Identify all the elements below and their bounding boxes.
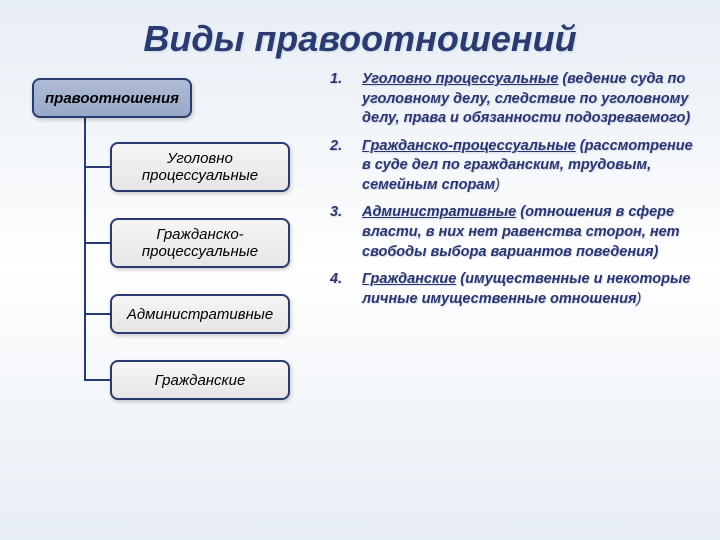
definition-item-0: Уголовно процессуальные (ведение суда по… bbox=[320, 70, 700, 129]
page-title: Виды правоотношений bbox=[0, 0, 720, 70]
tree-child-0: Уголовно процессуальные bbox=[110, 142, 290, 192]
definition-item-1: Гражданско-процессуальные (рассмотрение … bbox=[320, 137, 700, 196]
tree-diagram: правоотношения Уголовно процессуальные Гра… bbox=[20, 70, 310, 490]
tree-child-1: Гражданско- процессуальные bbox=[110, 218, 290, 268]
definition-term: Уголовно процессуальные bbox=[362, 71, 558, 87]
definition-term: Гражданские bbox=[362, 271, 456, 287]
definitions-list: Уголовно процессуальные (ведение суда по… bbox=[320, 70, 700, 309]
tree-connectors bbox=[20, 70, 310, 490]
definition-item-2: Административные (отношения в сфере влас… bbox=[320, 203, 700, 262]
definitions-column: Уголовно процессуальные (ведение суда по… bbox=[310, 70, 700, 490]
definition-desc-suffix: ) bbox=[637, 291, 642, 307]
definition-item-3: Гражданские (имущественные и некоторые л… bbox=[320, 270, 700, 309]
tree-child-3: Гражданские bbox=[110, 360, 290, 400]
definition-term: Гражданско-процессуальные bbox=[362, 138, 576, 154]
definition-desc-suffix: ) bbox=[495, 177, 500, 193]
tree-root: правоотношения bbox=[32, 78, 192, 118]
tree-child-2: Административные bbox=[110, 294, 290, 334]
definition-term: Административные bbox=[362, 204, 516, 220]
content-row: правоотношения Уголовно процессуальные Гра… bbox=[0, 70, 720, 490]
